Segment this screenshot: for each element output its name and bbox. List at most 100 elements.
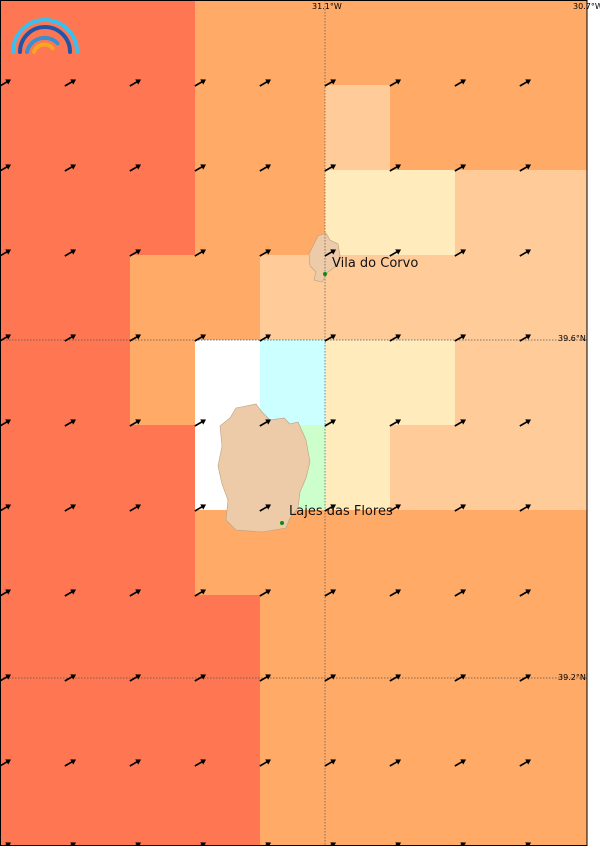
wind-arrow-icon (324, 589, 337, 597)
wind-arrow-icon (64, 759, 77, 767)
wind-arrow-icon (454, 249, 467, 257)
grid-cell (520, 510, 587, 595)
wind-arrow-icon (519, 419, 532, 427)
wind-arrow-icon (454, 842, 467, 846)
grid-cell (195, 255, 260, 340)
grid-cell (195, 765, 260, 846)
grid-cell (195, 595, 260, 680)
grid-cell (130, 680, 195, 765)
lon-label-2: 30.7°W (573, 2, 600, 11)
grid-cell (520, 595, 587, 680)
wind-arrow-icon (0, 504, 12, 512)
grid-cell (130, 0, 195, 85)
wind-arrow-icon (194, 674, 207, 682)
island-flores (217, 403, 311, 533)
grid-cell (455, 0, 520, 85)
wind-arrow-icon (259, 79, 272, 87)
wind-arrow-icon (324, 334, 337, 342)
wind-arrow-icon (194, 79, 207, 87)
grid-cell (390, 510, 455, 595)
grid-cell (0, 510, 65, 595)
wind-arrow-icon (519, 79, 532, 87)
wind-arrow-icon (519, 674, 532, 682)
grid-cell (65, 425, 130, 510)
grid-cell (260, 595, 325, 680)
town-label-lajes-das-flores: Lajes das Flores (289, 504, 393, 519)
grid-cell (0, 765, 65, 846)
grid-cell (390, 765, 455, 846)
wind-arrow-icon (324, 164, 337, 172)
grid-cell (325, 595, 390, 680)
grid-cell (520, 425, 587, 510)
wind-arrow-icon (259, 504, 272, 512)
wind-arrow-icon (194, 504, 207, 512)
wind-arrow-icon (64, 419, 77, 427)
grid-cell (65, 170, 130, 255)
wind-arrow-icon (129, 504, 142, 512)
town-dot-vila-do-corvo (323, 272, 327, 276)
grid-cell (455, 340, 520, 425)
wind-arrow-icon (0, 79, 12, 87)
wind-arrow-icon (454, 674, 467, 682)
grid-cell (195, 170, 260, 255)
wind-arrow-icon (454, 419, 467, 427)
wind-arrow-icon (519, 504, 532, 512)
grid-cell (130, 765, 195, 846)
grid-cell (390, 425, 455, 510)
grid-cell (390, 340, 455, 425)
wind-arrow-icon (259, 249, 272, 257)
wind-arrow-icon (389, 589, 402, 597)
wind-arrow-icon (129, 334, 142, 342)
wind-arrow-icon (64, 249, 77, 257)
grid-cell (130, 595, 195, 680)
grid-cell (65, 595, 130, 680)
grid-cell (195, 85, 260, 170)
grid-cell (325, 85, 390, 170)
wind-arrow-icon (454, 79, 467, 87)
grid-cell (0, 425, 65, 510)
lat-label-1: 39.6°N (558, 334, 586, 343)
wind-arrow-icon (519, 249, 532, 257)
wind-arrow-icon (454, 164, 467, 172)
grid-cell (390, 0, 455, 85)
grid-cell (260, 680, 325, 765)
grid-cell (325, 510, 390, 595)
wind-arrow-icon (129, 249, 142, 257)
wind-arrow-icon (389, 674, 402, 682)
wind-arrow-icon (129, 164, 142, 172)
grid-cell (520, 765, 587, 846)
lat-label-2: 39.2°N (558, 673, 586, 682)
wind-arrow-icon (519, 759, 532, 767)
wind-arrow-icon (454, 589, 467, 597)
grid-cell (325, 765, 390, 846)
town-dot-lajes-das-flores (280, 521, 284, 525)
wind-arrow-icon (389, 759, 402, 767)
wind-arrow-icon (519, 164, 532, 172)
wind-arrow-icon (389, 334, 402, 342)
wind-arrow-icon (324, 504, 337, 512)
grid-cell (520, 255, 587, 340)
wind-arrow-icon (194, 249, 207, 257)
wind-arrow-icon (0, 249, 12, 257)
wind-arrow-icon (259, 842, 272, 846)
wind-arrow-icon (0, 589, 12, 597)
grid-cell (0, 340, 65, 425)
grid-cell (65, 340, 130, 425)
grid-cell (455, 170, 520, 255)
wind-arrow-icon (324, 759, 337, 767)
grid-cell (0, 85, 65, 170)
grid-cell (65, 680, 130, 765)
grid-cell (520, 680, 587, 765)
grid-cell (130, 510, 195, 595)
grid-cell (325, 425, 390, 510)
wind-arrow-icon (0, 674, 12, 682)
wind-arrow-icon (324, 79, 337, 87)
wind-arrow-icon (519, 842, 532, 846)
wind-arrow-icon (519, 589, 532, 597)
wind-arrow-icon (454, 334, 467, 342)
grid-cell (455, 680, 520, 765)
wind-arrow-icon (0, 759, 12, 767)
grid-cell (325, 0, 390, 85)
grid-cell (65, 85, 130, 170)
